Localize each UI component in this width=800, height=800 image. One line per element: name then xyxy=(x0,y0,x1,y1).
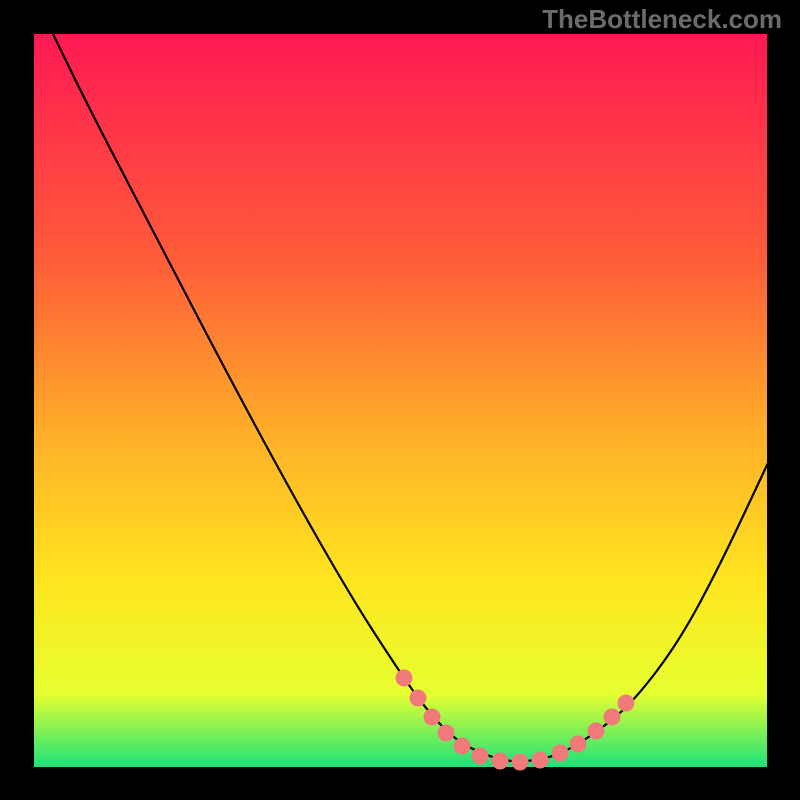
data-marker xyxy=(552,745,569,762)
plot-area xyxy=(34,34,767,767)
chart-container: { "watermark": { "text": "TheBottleneck.… xyxy=(0,0,800,800)
data-marker xyxy=(492,753,509,770)
data-marker xyxy=(438,725,455,742)
data-marker xyxy=(396,670,413,687)
data-marker xyxy=(604,709,621,726)
data-marker xyxy=(472,748,489,765)
data-marker xyxy=(532,752,549,769)
watermark-text: TheBottleneck.com xyxy=(542,4,782,35)
data-markers xyxy=(396,670,635,771)
data-marker xyxy=(454,738,471,755)
data-marker xyxy=(570,736,587,753)
data-marker xyxy=(618,695,635,712)
data-marker xyxy=(588,723,605,740)
bottleneck-curve xyxy=(53,34,768,761)
data-marker xyxy=(410,690,427,707)
data-marker xyxy=(424,709,441,726)
chart-svg xyxy=(34,34,767,767)
data-marker xyxy=(512,754,529,771)
